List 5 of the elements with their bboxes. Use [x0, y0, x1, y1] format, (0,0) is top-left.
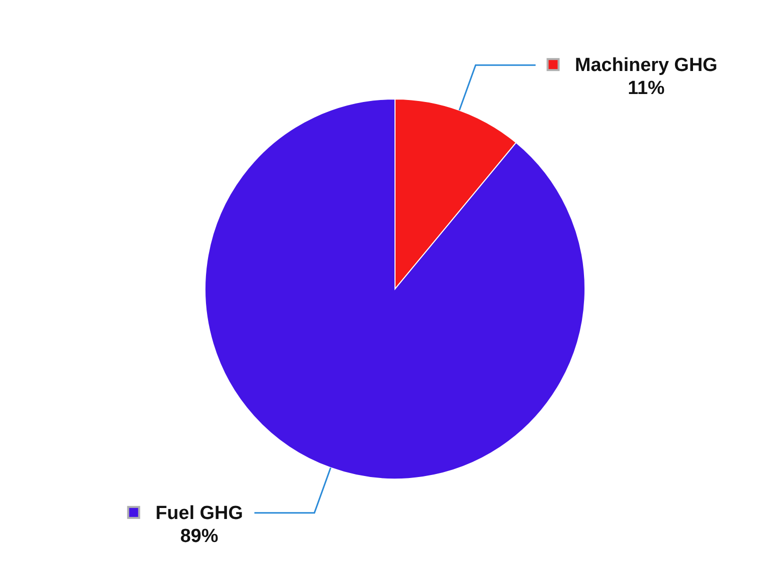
data-label: 11%: [628, 78, 665, 100]
data-label: 89%: [180, 526, 218, 547]
legend-label: Machinery GHG: [574, 55, 718, 76]
legend-label: Fuel GHG: [155, 502, 244, 524]
pie-slice: [204, 98, 586, 480]
